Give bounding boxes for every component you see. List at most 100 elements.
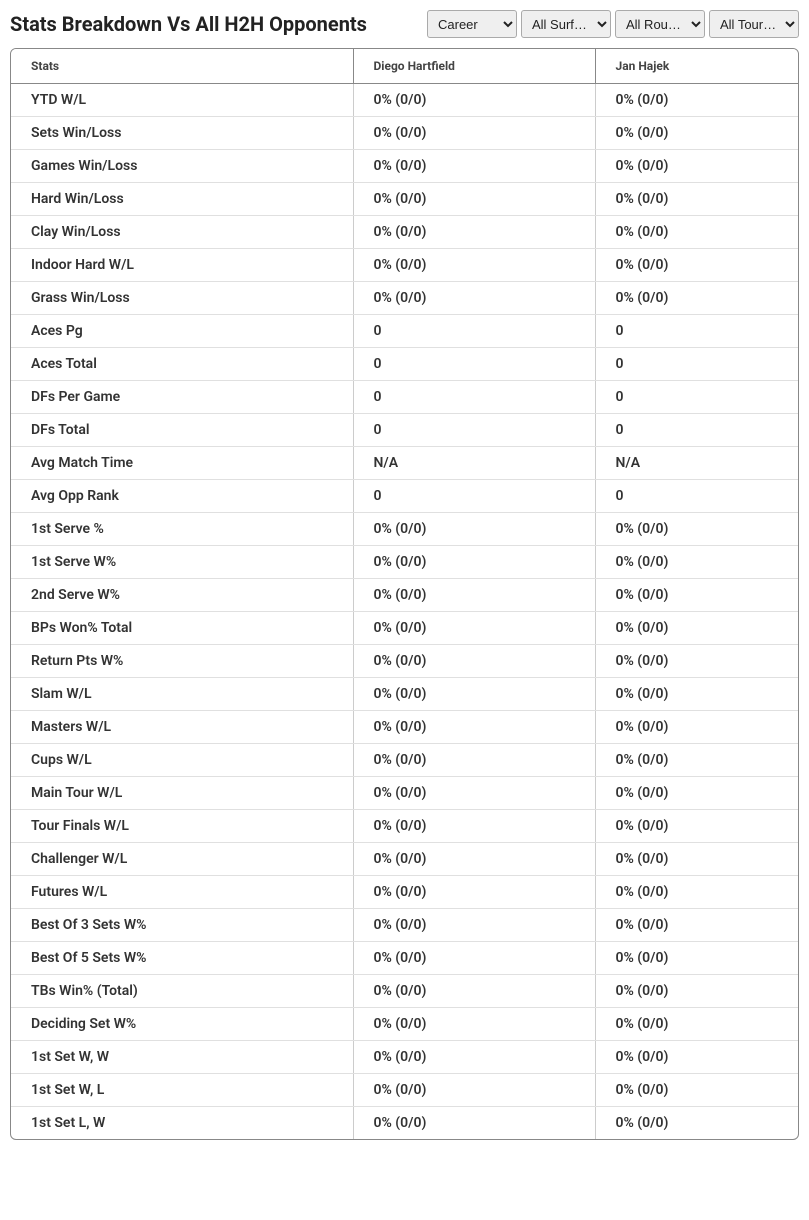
player2-value: 0% (0/0)	[595, 678, 798, 711]
table-row: 1st Serve W%0% (0/0)0% (0/0)	[11, 546, 798, 579]
player1-value: 0% (0/0)	[353, 876, 595, 909]
player2-value: 0% (0/0)	[595, 546, 798, 579]
table-row: 1st Set W, W0% (0/0)0% (0/0)	[11, 1041, 798, 1074]
player2-value: 0% (0/0)	[595, 612, 798, 645]
stat-label: Avg Match Time	[11, 447, 353, 480]
player1-value: 0% (0/0)	[353, 216, 595, 249]
player2-value: 0% (0/0)	[595, 1008, 798, 1041]
table-row: Tour Finals W/L0% (0/0)0% (0/0)	[11, 810, 798, 843]
player1-value: 0% (0/0)	[353, 810, 595, 843]
player1-value: 0% (0/0)	[353, 513, 595, 546]
player1-value: 0% (0/0)	[353, 1041, 595, 1074]
table-row: DFs Total00	[11, 414, 798, 447]
table-row: YTD W/L0% (0/0)0% (0/0)	[11, 84, 798, 117]
table-row: Games Win/Loss0% (0/0)0% (0/0)	[11, 150, 798, 183]
stat-label: DFs Total	[11, 414, 353, 447]
career-filter[interactable]: Career	[427, 10, 517, 38]
player2-value: 0	[595, 315, 798, 348]
player1-value: 0	[353, 414, 595, 447]
stat-label: Slam W/L	[11, 678, 353, 711]
player2-value: 0% (0/0)	[595, 711, 798, 744]
player1-value: 0	[353, 381, 595, 414]
stat-label: Aces Total	[11, 348, 353, 381]
stat-label: Sets Win/Loss	[11, 117, 353, 150]
stat-label: DFs Per Game	[11, 381, 353, 414]
player2-value: 0% (0/0)	[595, 513, 798, 546]
stat-label: 1st Serve W%	[11, 546, 353, 579]
player1-value: 0% (0/0)	[353, 645, 595, 678]
player1-value: 0% (0/0)	[353, 975, 595, 1008]
stat-label: 2nd Serve W%	[11, 579, 353, 612]
player1-value: 0	[353, 348, 595, 381]
table-row: Avg Opp Rank00	[11, 480, 798, 513]
tour-filter[interactable]: All Tour…	[709, 10, 799, 38]
table-row: 2nd Serve W%0% (0/0)0% (0/0)	[11, 579, 798, 612]
player1-value: 0% (0/0)	[353, 1008, 595, 1041]
table-row: Deciding Set W%0% (0/0)0% (0/0)	[11, 1008, 798, 1041]
stat-label: 1st Set W, L	[11, 1074, 353, 1107]
player2-value: 0% (0/0)	[595, 579, 798, 612]
stat-label: Challenger W/L	[11, 843, 353, 876]
player2-value: 0% (0/0)	[595, 909, 798, 942]
table-row: Best Of 3 Sets W%0% (0/0)0% (0/0)	[11, 909, 798, 942]
player1-value: 0% (0/0)	[353, 1107, 595, 1140]
table-header-row: Stats Diego Hartfield Jan Hajek	[11, 49, 798, 84]
player1-value: 0	[353, 315, 595, 348]
player1-value: 0	[353, 480, 595, 513]
table-row: Futures W/L0% (0/0)0% (0/0)	[11, 876, 798, 909]
table-row: Masters W/L0% (0/0)0% (0/0)	[11, 711, 798, 744]
table-row: 1st Serve %0% (0/0)0% (0/0)	[11, 513, 798, 546]
stat-label: Deciding Set W%	[11, 1008, 353, 1041]
table-row: Avg Match TimeN/AN/A	[11, 447, 798, 480]
stat-label: 1st Serve %	[11, 513, 353, 546]
header: Stats Breakdown Vs All H2H Opponents Car…	[0, 0, 809, 48]
player1-value: 0% (0/0)	[353, 909, 595, 942]
filters: Career All Surf… All Rou… All Tour…	[427, 10, 799, 38]
player2-value: 0% (0/0)	[595, 810, 798, 843]
stat-label: Return Pts W%	[11, 645, 353, 678]
table-row: Indoor Hard W/L0% (0/0)0% (0/0)	[11, 249, 798, 282]
player2-value: 0% (0/0)	[595, 216, 798, 249]
player1-value: 0% (0/0)	[353, 546, 595, 579]
player2-value: 0	[595, 414, 798, 447]
player2-value: 0% (0/0)	[595, 249, 798, 282]
column-header-player1: Diego Hartfield	[353, 49, 595, 84]
stat-label: Tour Finals W/L	[11, 810, 353, 843]
column-header-player2: Jan Hajek	[595, 49, 798, 84]
stat-label: Grass Win/Loss	[11, 282, 353, 315]
stat-label: Cups W/L	[11, 744, 353, 777]
table-row: 1st Set W, L0% (0/0)0% (0/0)	[11, 1074, 798, 1107]
table-body: YTD W/L0% (0/0)0% (0/0)Sets Win/Loss0% (…	[11, 84, 798, 1140]
player2-value: 0% (0/0)	[595, 1041, 798, 1074]
player2-value: 0% (0/0)	[595, 282, 798, 315]
stat-label: Best Of 3 Sets W%	[11, 909, 353, 942]
player2-value: 0	[595, 480, 798, 513]
stats-table-wrapper: Stats Diego Hartfield Jan Hajek YTD W/L0…	[10, 48, 799, 1140]
player1-value: 0% (0/0)	[353, 117, 595, 150]
round-filter[interactable]: All Rou…	[615, 10, 705, 38]
stat-label: Indoor Hard W/L	[11, 249, 353, 282]
table-row: TBs Win% (Total)0% (0/0)0% (0/0)	[11, 975, 798, 1008]
stat-label: Clay Win/Loss	[11, 216, 353, 249]
stat-label: Masters W/L	[11, 711, 353, 744]
player1-value: 0% (0/0)	[353, 579, 595, 612]
player1-value: 0% (0/0)	[353, 777, 595, 810]
stat-label: Avg Opp Rank	[11, 480, 353, 513]
surface-filter[interactable]: All Surf…	[521, 10, 611, 38]
player1-value: 0% (0/0)	[353, 150, 595, 183]
player2-value: 0% (0/0)	[595, 744, 798, 777]
stat-label: Hard Win/Loss	[11, 183, 353, 216]
player2-value: 0	[595, 381, 798, 414]
player1-value: 0% (0/0)	[353, 612, 595, 645]
table-row: Best Of 5 Sets W%0% (0/0)0% (0/0)	[11, 942, 798, 975]
table-row: Aces Pg00	[11, 315, 798, 348]
player1-value: 0% (0/0)	[353, 282, 595, 315]
player1-value: 0% (0/0)	[353, 744, 595, 777]
player1-value: N/A	[353, 447, 595, 480]
column-header-stats: Stats	[11, 49, 353, 84]
player1-value: 0% (0/0)	[353, 843, 595, 876]
stat-label: Games Win/Loss	[11, 150, 353, 183]
stat-label: YTD W/L	[11, 84, 353, 117]
player2-value: 0% (0/0)	[595, 183, 798, 216]
player1-value: 0% (0/0)	[353, 249, 595, 282]
